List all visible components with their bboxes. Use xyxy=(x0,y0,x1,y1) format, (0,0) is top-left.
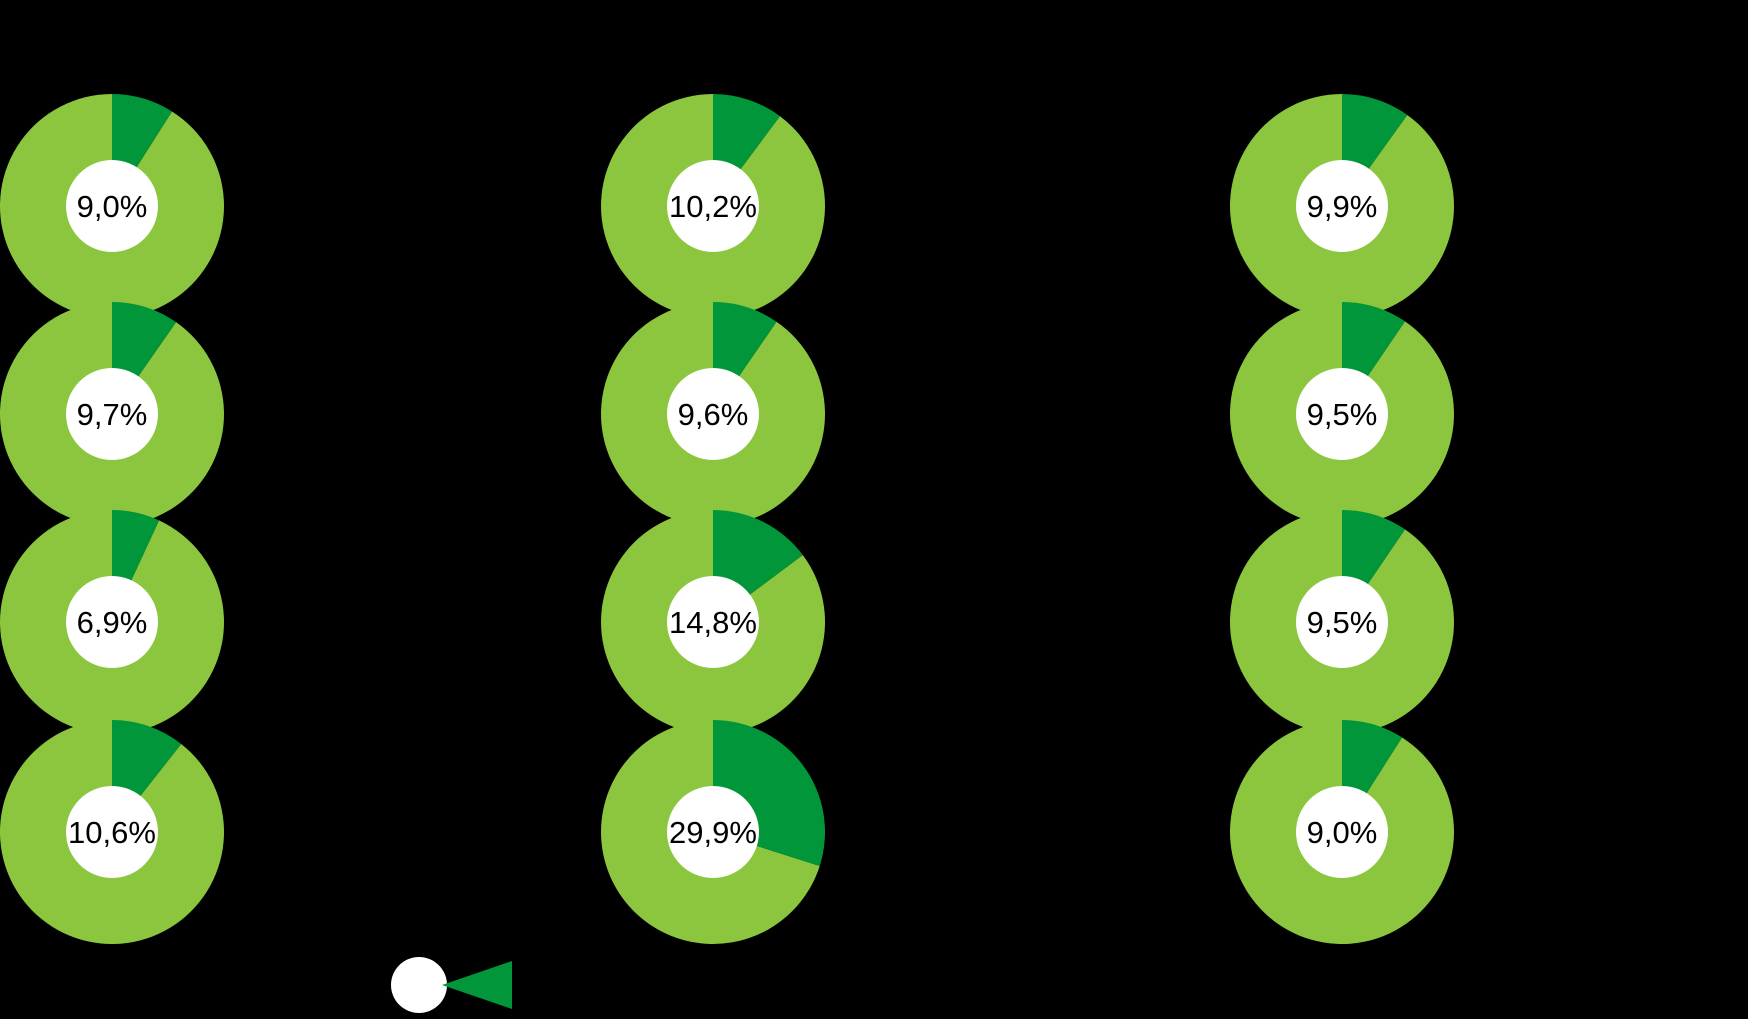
pie-1-value-label: 9,0% xyxy=(77,189,148,224)
pie-10-value-label: 9,5% xyxy=(1307,397,1378,432)
pie-4-center-hole xyxy=(66,786,158,878)
pie-1-category-label: Ludność ogółem xyxy=(276,173,390,239)
pie-7-value-label: 14,8% xyxy=(669,605,757,640)
pie-7-category-label: Bydło xyxy=(880,606,956,639)
pie-11-category-label: Wydatki budżetów gmin xyxy=(1516,589,1718,655)
pie-8-value-label: 29,9% xyxy=(669,815,757,850)
pie-12-center-hole xyxy=(1296,786,1388,878)
pie-1-center-hole xyxy=(66,160,158,252)
pie-9-value-label: 9,9% xyxy=(1307,189,1378,224)
pie-10-center-hole xyxy=(1296,368,1388,460)
pie-6-center-hole xyxy=(667,368,759,460)
pie-7-center-hole xyxy=(667,576,759,668)
chart-title: Województwo wielkopolskie na tle kraju w… xyxy=(453,0,1295,30)
pie-5-category-label: Produkcja sprzedana budownictwa xyxy=(880,157,1054,256)
legend-label: Udział województwa wielkopolskiego xyxy=(525,966,1014,999)
pie-11-center-hole xyxy=(1296,576,1388,668)
pie-2-center-hole xyxy=(66,368,158,460)
pie-4-value-label: 10,6% xyxy=(68,815,156,850)
pie-9-center-hole xyxy=(1296,160,1388,252)
pie-3-category-label: Bezrobotni zarejestrowani xyxy=(276,589,470,655)
pie-9-category-label: Mieszkania oddane do użytkowania xyxy=(1516,157,1723,256)
pie-12-category-label: Studenci szkół wyższych xyxy=(1516,799,1710,865)
pie-5-center-hole xyxy=(667,160,759,252)
legend-wedge-icon xyxy=(442,961,512,1009)
pie-6-value-label: 9,6% xyxy=(678,397,749,432)
pie-8-center-hole xyxy=(667,786,759,878)
pie-3-center-hole xyxy=(66,576,158,668)
pie-11-value-label: 9,5% xyxy=(1307,605,1378,640)
pie-8-category-label: Trzoda chlewna xyxy=(880,816,1091,849)
pie-2-category-label: Pracujący xyxy=(276,398,408,431)
legend-circle-icon xyxy=(391,957,447,1013)
pie-10-category-label: Dochody budżetów gmin xyxy=(1516,381,1718,447)
pie-4-category-label: Produkcja sprzedana przemysłu xyxy=(276,783,417,882)
pie-12-value-label: 9,0% xyxy=(1307,815,1378,850)
pie-5-value-label: 10,2% xyxy=(669,189,757,224)
pie-3-value-label: 6,9% xyxy=(77,605,148,640)
pie-2-value-label: 9,7% xyxy=(77,397,148,432)
pie-6-category-label: Podmioty gospodarki narodowej w rejestrz… xyxy=(880,365,1172,464)
